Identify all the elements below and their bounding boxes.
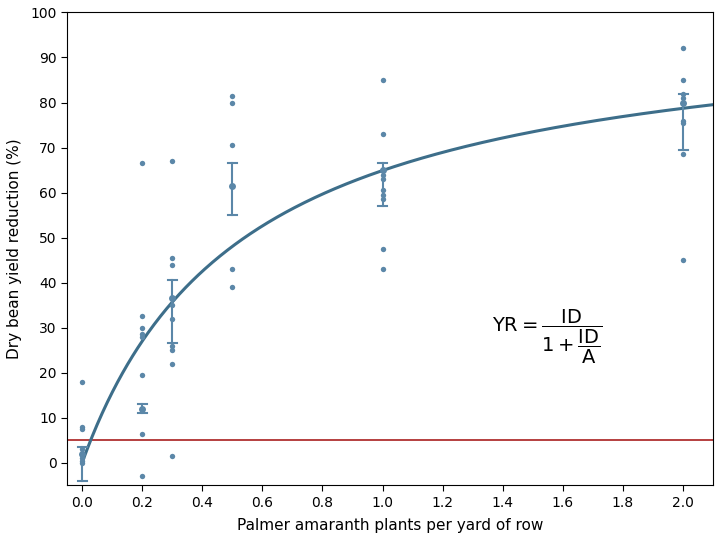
Point [76, 454, 88, 463]
Text: $\mathrm{YR} = \dfrac{\mathrm{ID}}{1 + \dfrac{\mathrm{ID}}{\mathrm{A}}}$: $\mathrm{YR} = \dfrac{\mathrm{ID}}{1 + \… [492, 308, 603, 366]
Point [136, 330, 148, 339]
Point [377, 265, 388, 273]
Point [227, 283, 238, 292]
Point [166, 260, 178, 269]
Point [678, 98, 689, 107]
Point [136, 333, 148, 341]
Point [166, 157, 178, 165]
Point [166, 254, 178, 262]
Point [377, 186, 388, 194]
Point [377, 130, 388, 138]
Point [678, 89, 689, 98]
Point [136, 159, 148, 167]
Point [76, 424, 88, 433]
Point [678, 118, 689, 127]
Point [76, 458, 88, 467]
Point [136, 404, 148, 413]
Point [678, 44, 689, 53]
Point [377, 175, 388, 184]
Point [76, 445, 88, 454]
Point [76, 456, 88, 465]
Point [166, 301, 178, 309]
Point [166, 346, 178, 355]
Point [166, 452, 178, 461]
Point [76, 377, 88, 386]
Point [166, 341, 178, 350]
Point [227, 141, 238, 150]
Point [136, 323, 148, 332]
Point [377, 245, 388, 253]
Point [227, 91, 238, 100]
Point [166, 360, 178, 368]
Point [678, 256, 689, 265]
Point [227, 98, 238, 107]
Point [377, 76, 388, 84]
Point [166, 314, 178, 323]
Point [136, 370, 148, 379]
X-axis label: Palmer amaranth plants per yard of row: Palmer amaranth plants per yard of row [237, 518, 544, 533]
Point [227, 265, 238, 273]
Point [136, 472, 148, 481]
Y-axis label: Dry bean yield reduction (%): Dry bean yield reduction (%) [7, 139, 22, 359]
Point [678, 150, 689, 159]
Point [136, 429, 148, 438]
Point [136, 312, 148, 321]
Point [76, 422, 88, 431]
Point [678, 116, 689, 125]
Point [678, 93, 689, 102]
Point [377, 170, 388, 179]
Point [678, 76, 689, 84]
Point [377, 195, 388, 204]
Point [377, 191, 388, 199]
